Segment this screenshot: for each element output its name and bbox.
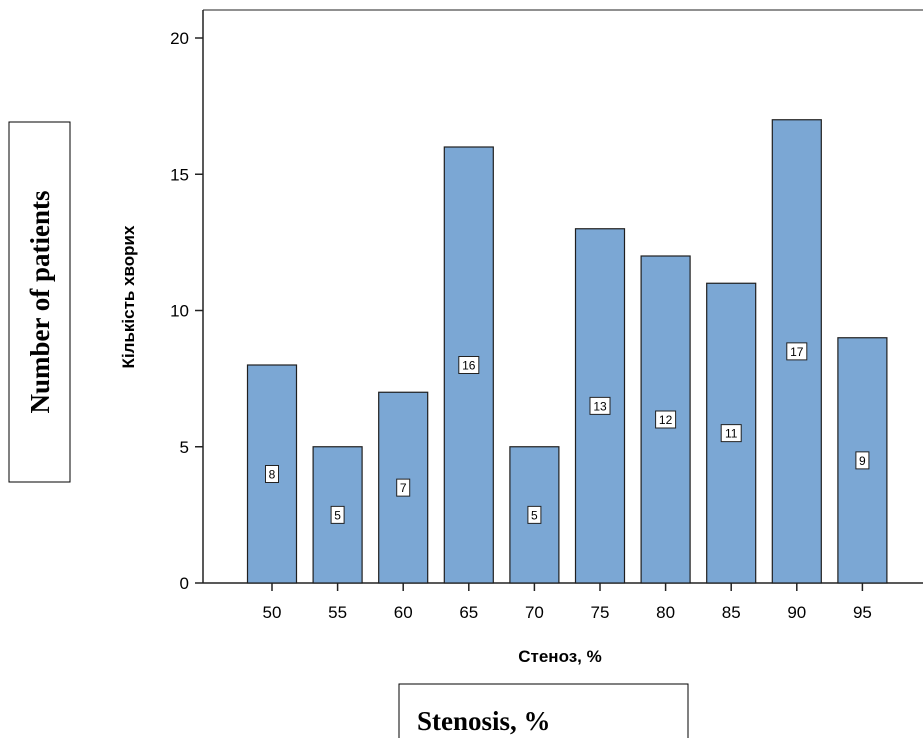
y-tick-label: 20 — [170, 29, 189, 48]
x-ticks: 50 55 60 65 70 75 80 85 90 95 — [263, 583, 872, 622]
data-label: 16 — [462, 359, 476, 373]
data-label-box — [720, 424, 742, 443]
data-label-box — [330, 505, 345, 524]
x-tick-label: 65 — [459, 603, 478, 622]
data-label: 13 — [593, 399, 607, 413]
x-translation-box: Stenosis, % — [398, 683, 689, 738]
y-tick-label: 15 — [170, 165, 189, 184]
data-label-box — [527, 505, 542, 524]
y-axis-title: Кількість хворих — [119, 225, 138, 368]
data-label-box — [589, 396, 611, 415]
x-tick-label: 75 — [591, 603, 610, 622]
y-ticks: 0 5 10 15 20 — [170, 29, 203, 593]
data-label: 17 — [790, 345, 804, 359]
y-tick-label: 0 — [180, 574, 189, 593]
x-tick-label: 70 — [525, 603, 544, 622]
y-tick-label: 5 — [180, 438, 189, 457]
data-label: 9 — [859, 454, 866, 468]
x-tick-label: 85 — [722, 603, 741, 622]
data-label-box — [786, 342, 808, 361]
data-label-box — [396, 478, 411, 497]
x-tick-label: 60 — [394, 603, 413, 622]
x-tick-label: 55 — [328, 603, 347, 622]
data-label-box — [458, 356, 480, 374]
bars: 8 5 7 16 5 13 12 11 17 9 — [246, 119, 888, 584]
data-label: 11 — [725, 427, 738, 441]
y-translation-box: Number of patients — [8, 121, 71, 483]
data-label: 7 — [400, 481, 407, 495]
y-tick-label: 10 — [170, 302, 189, 321]
x-tick-label: 50 — [263, 603, 282, 622]
x-translation-text: Stenosis, % — [417, 706, 551, 736]
y-translation-text: Number of patients — [25, 190, 55, 413]
data-label: 12 — [659, 413, 673, 427]
x-tick-label: 90 — [787, 603, 806, 622]
x-tick-label: 80 — [656, 603, 675, 622]
data-label-box — [265, 465, 279, 483]
data-label-box — [655, 410, 677, 429]
data-label: 8 — [269, 468, 276, 482]
x-axis-title: Стеноз, % — [518, 647, 602, 666]
data-label: 5 — [334, 508, 341, 522]
x-tick-label: 95 — [853, 603, 872, 622]
data-label-box — [855, 451, 870, 470]
data-label: 5 — [531, 508, 538, 522]
